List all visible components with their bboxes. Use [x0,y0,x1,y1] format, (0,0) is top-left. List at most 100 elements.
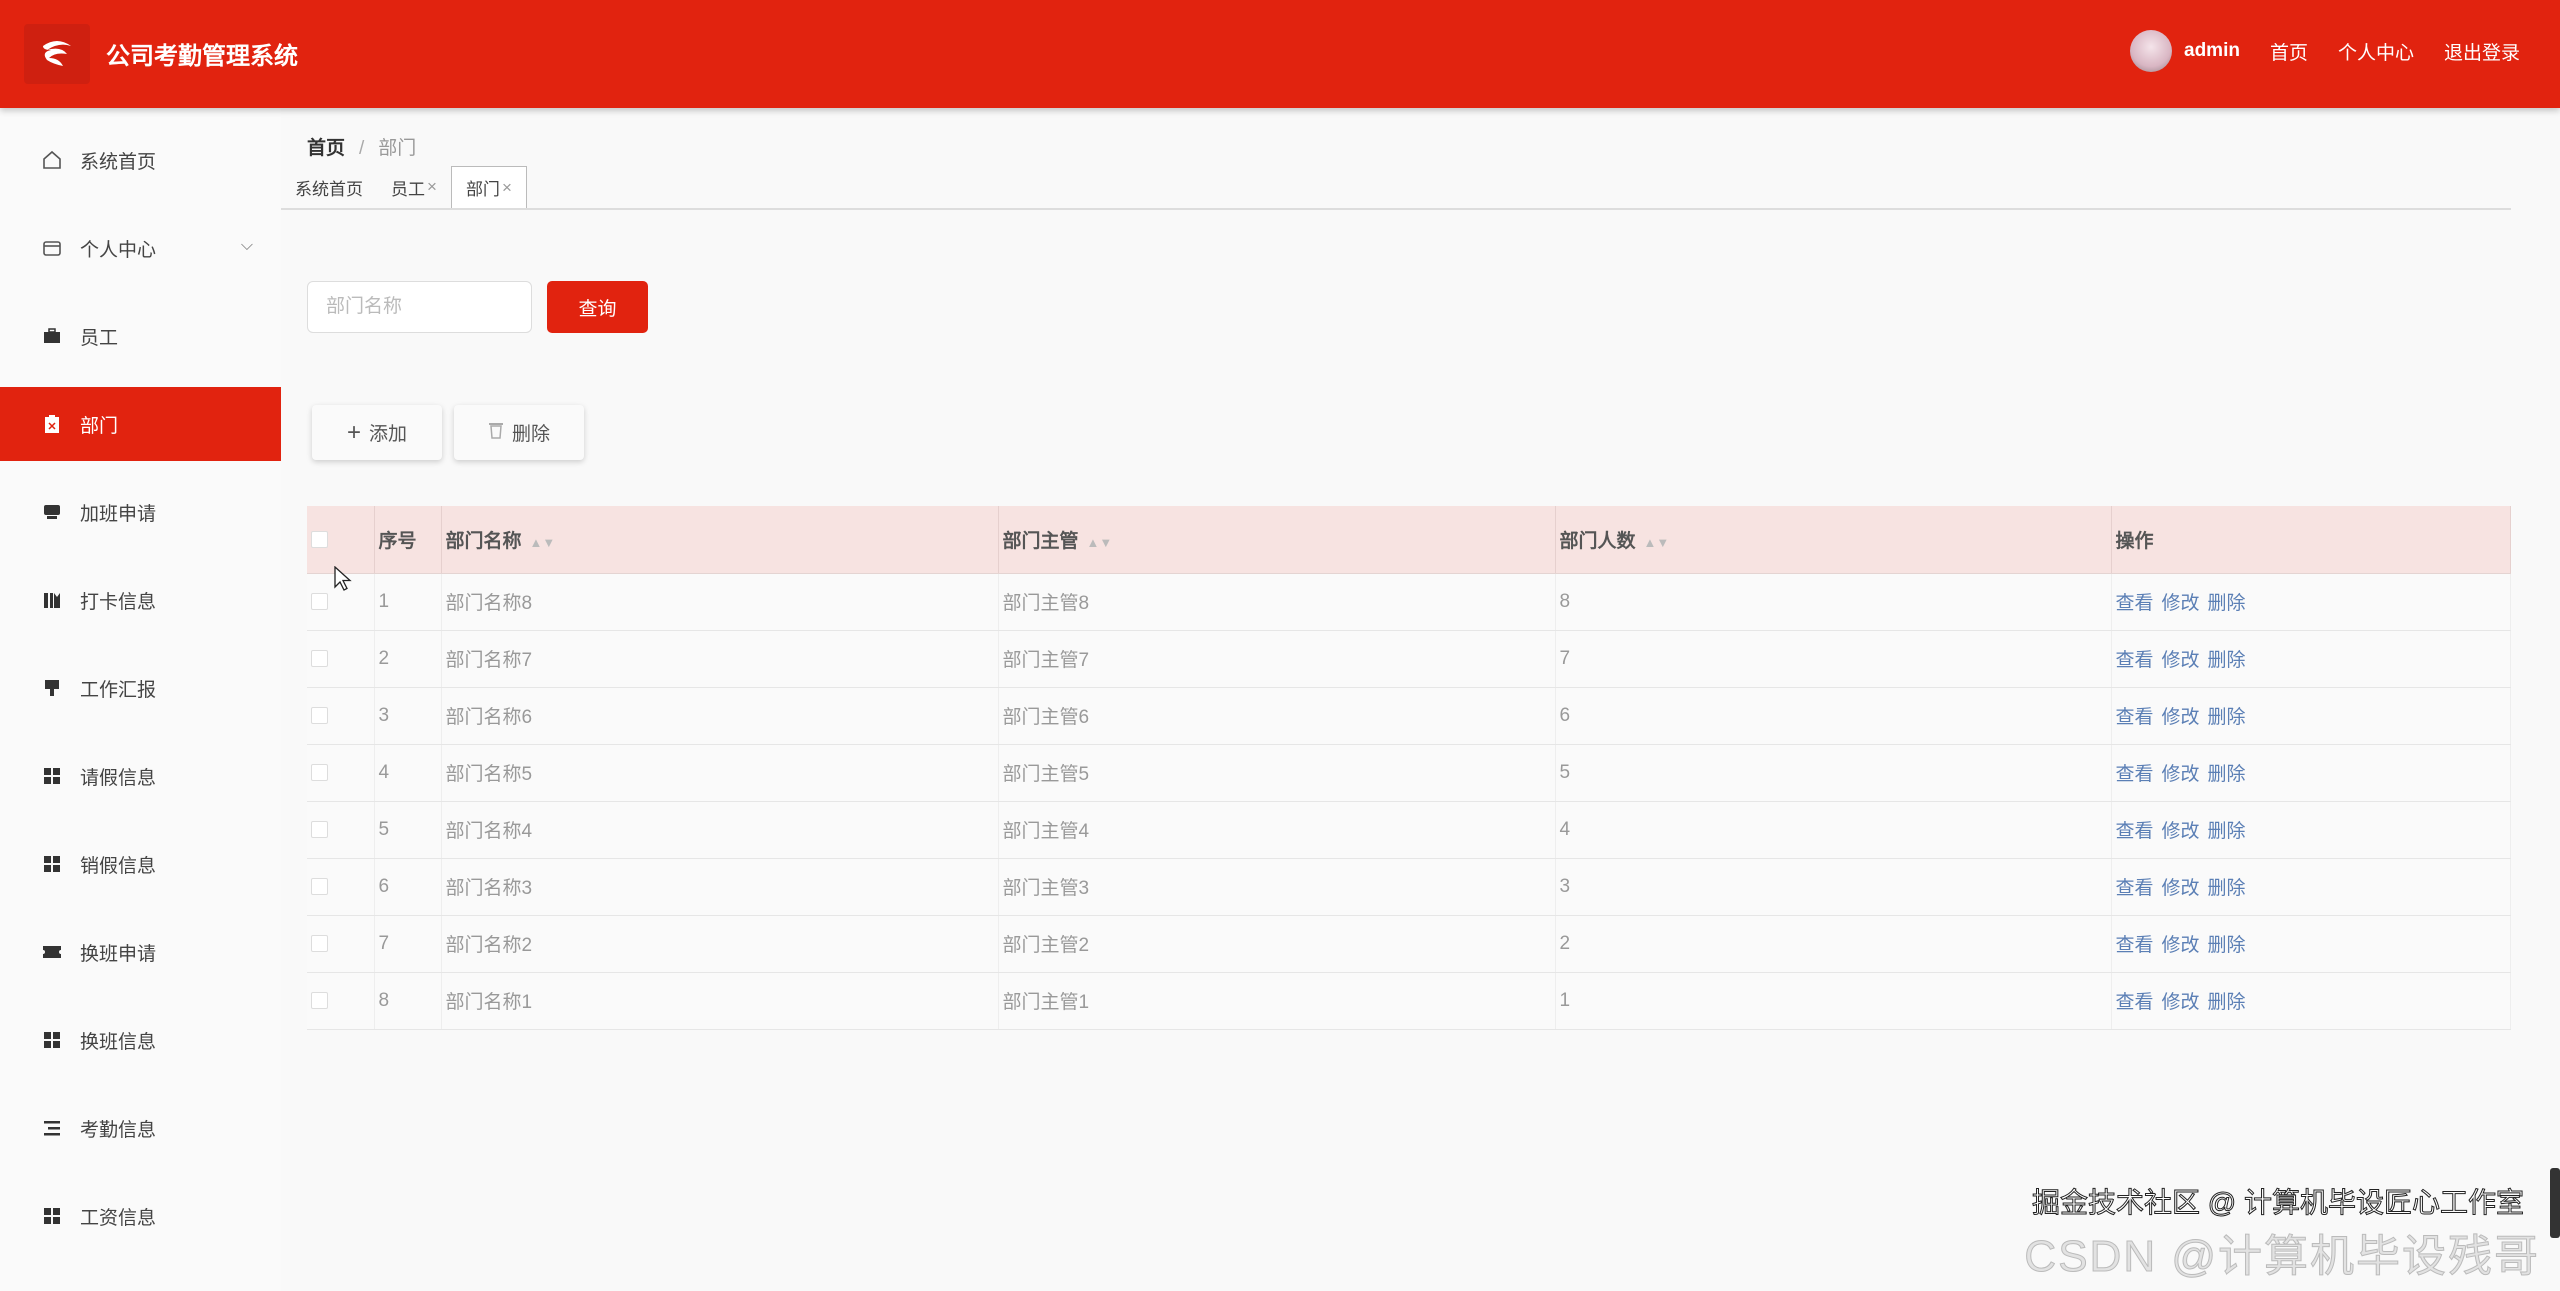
edit-link[interactable]: 修改 [2161,935,2200,956]
row-checkbox[interactable] [311,934,328,952]
sidebar-item[interactable]: 工作汇报 [0,651,281,725]
grid-icon [42,1030,62,1050]
actions-cell: 查看 修改 删除 [2111,630,2511,688]
table-cell: 8 [374,972,442,1030]
logout-link[interactable]: 退出登录 [2443,42,2520,64]
nav-profile-link[interactable]: 个人中心 [2337,42,2414,64]
chevron-down-icon[interactable]: ⌵ [240,237,253,254]
edit-link[interactable]: 修改 [2161,593,2200,614]
briefcase-icon [42,326,62,346]
view-link[interactable]: 查看 [2115,764,2154,785]
row-checkbox[interactable] [311,706,328,724]
sidebar-item[interactable]: 系统首页 [0,123,281,197]
view-link[interactable]: 查看 [2115,935,2154,956]
view-link[interactable]: 查看 [2115,821,2154,842]
sidebar-item-label: 销假信息 [80,855,157,877]
edit-link[interactable]: 修改 [2161,878,2200,899]
view-link[interactable]: 查看 [2115,878,2154,899]
home-icon [42,150,62,170]
sidebar-item[interactable]: 个人中心 ⌵ [0,211,281,285]
brush-icon [42,678,62,698]
breadcrumb: 首页 / 部门 [307,133,416,160]
tab-label: 员工 [391,179,425,199]
table-cell: 8 [1555,573,2112,631]
tab-home[interactable]: 系统首页 [281,166,377,208]
delete-link[interactable]: 删除 [2207,935,2246,956]
sidebar-item[interactable]: 工资信息 [0,1179,281,1253]
sidebar-item[interactable]: 打卡信息 [0,563,281,637]
row-checkbox[interactable] [311,592,328,610]
delete-link[interactable]: 删除 [2207,593,2246,614]
table-cell: 部门主管5 [998,744,1556,802]
table-cell: 部门名称4 [441,801,999,859]
sidebar-item[interactable]: 部门 [0,387,281,461]
delete-link[interactable]: 删除 [2207,707,2246,728]
actions-cell: 查看 修改 删除 [2111,801,2511,859]
sidebar-item[interactable]: 销假信息 [0,827,281,901]
sidebar-item[interactable]: 员工 [0,299,281,373]
edit-link[interactable]: 修改 [2161,992,2200,1013]
table-cell: 部门主管7 [998,630,1556,688]
delete-button[interactable]: 删除 [454,405,584,460]
row-checkbox[interactable] [311,877,328,895]
grid-icon [42,1206,62,1226]
sort-icon[interactable]: ▲▼ [1086,534,1113,550]
close-icon[interactable]: × [427,177,437,196]
row-checkbox[interactable] [311,820,328,838]
delete-link[interactable]: 删除 [2207,821,2246,842]
select-all-checkbox[interactable] [311,530,328,548]
sort-icon[interactable]: ▲▼ [529,534,556,550]
column-header[interactable]: 部门人数 ▲▼ [1555,506,2112,574]
sidebar-item[interactable]: 考勤信息 [0,1091,281,1165]
column-header[interactable]: 部门主管 ▲▼ [998,506,1556,574]
view-link[interactable]: 查看 [2115,650,2154,671]
row-select-cell [307,858,375,916]
breadcrumb-home[interactable]: 首页 [307,138,346,159]
view-link[interactable]: 查看 [2115,707,2154,728]
row-checkbox[interactable] [311,763,328,781]
sidebar-item[interactable]: 加班申请 [0,475,281,549]
sort-icon[interactable]: ▲▼ [1643,534,1670,550]
delete-link[interactable]: 删除 [2207,878,2246,899]
tab-label: 系统首页 [295,179,363,199]
edit-link[interactable]: 修改 [2161,650,2200,671]
edit-link[interactable]: 修改 [2161,821,2200,842]
view-link[interactable]: 查看 [2115,992,2154,1013]
sidebar-item-label: 个人中心 [80,239,157,261]
close-icon[interactable]: × [501,177,512,197]
row-checkbox[interactable] [311,991,328,1009]
sidebar-item[interactable]: 换班信息 [0,1003,281,1077]
edit-link[interactable]: 修改 [2161,707,2200,728]
view-link[interactable]: 查看 [2115,593,2154,614]
tab-employee[interactable]: 员工 × [377,166,451,208]
query-button[interactable]: 查询 [547,281,648,333]
delete-link[interactable]: 删除 [2207,764,2246,785]
sidebar-item[interactable]: 请假信息 [0,739,281,813]
actions-cell: 查看 修改 删除 [2111,687,2511,745]
table-cell: 3 [1555,858,2112,916]
sidebar-item-label: 员工 [80,327,119,349]
table-cell: 3 [374,687,442,745]
select-all-cell [307,506,375,574]
nav-home-link[interactable]: 首页 [2269,42,2308,64]
sidebar-item-label: 工作汇报 [80,679,157,701]
row-checkbox[interactable] [311,649,328,667]
table-cell: 部门主管1 [998,972,1556,1030]
sidebar-item[interactable]: 换班申请 [0,915,281,989]
chart-icon [42,590,62,610]
tab-department[interactable]: 部门 × [450,166,527,208]
edit-link[interactable]: 修改 [2161,764,2200,785]
table-cell: 5 [1555,744,2112,802]
scrollbar[interactable] [2550,1168,2560,1238]
column-label: 部门人数 [1559,530,1636,552]
add-button[interactable]: + 添加 [312,405,442,460]
column-header[interactable]: 部门名称 ▲▼ [441,506,999,574]
avatar[interactable] [2130,30,2172,72]
table-cell: 部门名称5 [441,744,999,802]
mouse-cursor-icon [334,566,352,591]
table-cell: 部门主管2 [998,915,1556,973]
row-select-cell [307,972,375,1030]
department-name-search-input[interactable] [307,281,532,333]
delete-link[interactable]: 删除 [2207,992,2246,1013]
delete-link[interactable]: 删除 [2207,650,2246,671]
